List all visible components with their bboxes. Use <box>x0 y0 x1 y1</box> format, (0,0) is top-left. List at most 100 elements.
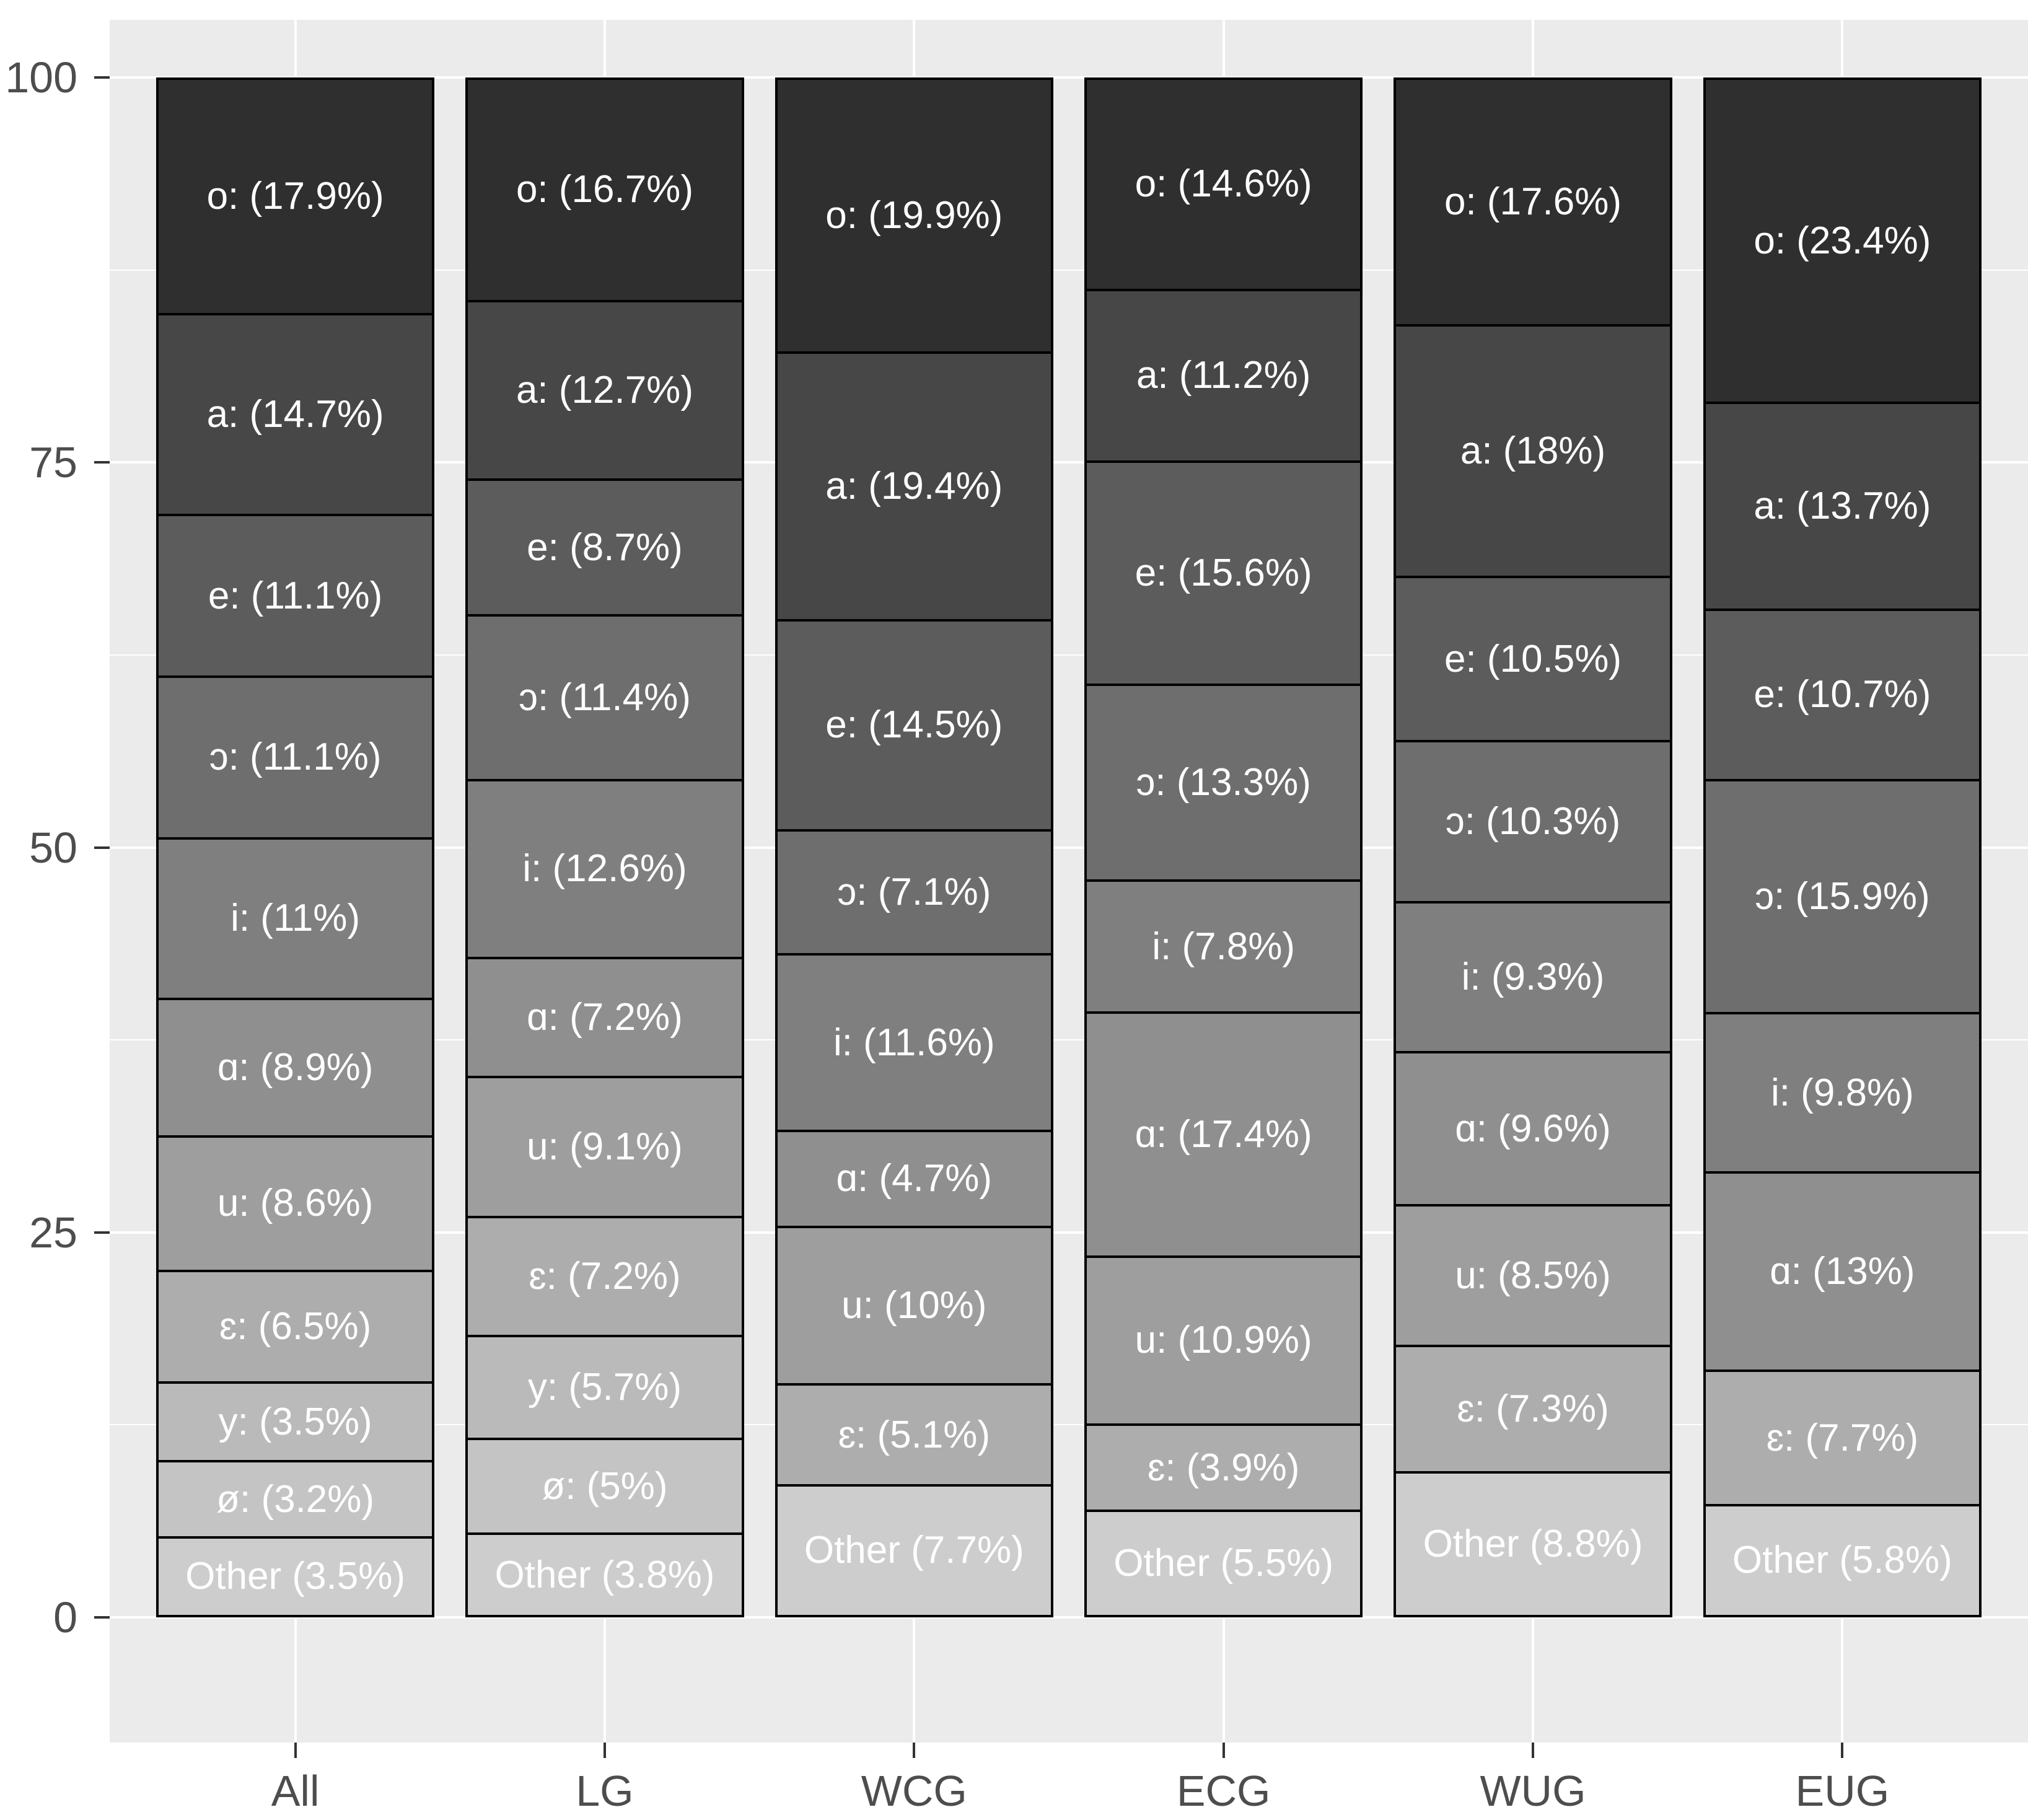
bar-segment: ɑ: (4.7%) <box>775 1130 1054 1228</box>
gridline-minor <box>110 1424 2028 1426</box>
bar-segment-label: ɔ: (11.4%) <box>518 675 691 719</box>
bar-segment: ɛ: (7.2%) <box>465 1215 744 1337</box>
bar-segment-label: ɑ: (7.2%) <box>527 995 683 1039</box>
bar-segment-label: a: (14.7%) <box>206 393 384 436</box>
bar-segment: u: (8.6%) <box>156 1135 435 1272</box>
y-axis-tick-mark <box>94 846 110 849</box>
bar-segment: e: (14.5%) <box>775 618 1054 832</box>
bar-segment: ɔ: (7.1%) <box>775 829 1054 956</box>
bar-segment: Other (3.5%) <box>156 1536 435 1617</box>
bar-segment-label: ɛ: (6.5%) <box>219 1304 372 1348</box>
bar-segment-label: Other (7.7%) <box>804 1529 1024 1572</box>
bar-segment-label: a: (18%) <box>1460 429 1606 473</box>
bar-segment-label: a: (12.7%) <box>516 369 693 412</box>
bar-segment: i: (11%) <box>156 837 435 1000</box>
bar-segment-label: ø: (5%) <box>542 1464 668 1508</box>
bar-segment-label: ɔ: (7.1%) <box>837 871 991 914</box>
gridline-minor <box>110 269 2028 271</box>
bar-segment: Other (8.8%) <box>1394 1471 1672 1617</box>
bar-segment-label: ɑ: (17.4%) <box>1135 1112 1312 1156</box>
bar-segment-label: ø: (3.2%) <box>216 1477 375 1521</box>
bar-segment-label: o: (19.9%) <box>825 193 1003 237</box>
bar-segment: ɛ: (6.5%) <box>156 1269 435 1384</box>
bar-segment: ɛ: (3.9%) <box>1084 1423 1363 1513</box>
bar-segment-label: e: (15.6%) <box>1135 551 1312 594</box>
bar-segment: Other (7.7%) <box>775 1484 1054 1617</box>
bar-segment: ɔ: (15.9%) <box>1703 778 1982 1015</box>
x-axis-tick-mark <box>1532 1743 1535 1758</box>
bar-segment: i: (7.8%) <box>1084 879 1363 1014</box>
bar-group-All: o: (17.9%) a: (14.7%) e: (11.1%) ɔ: (11.1%)… <box>156 77 435 1617</box>
bar-segment-label: e: (10.5%) <box>1444 637 1622 680</box>
bar-segment: ɑ: (9.6%) <box>1394 1051 1672 1207</box>
gridline-major <box>110 1616 2028 1619</box>
bar-segment-label: e: (14.5%) <box>825 703 1003 747</box>
bar-segment-label: o: (17.9%) <box>206 175 384 218</box>
gridline-major <box>110 461 2028 464</box>
bar-segment: i: (9.3%) <box>1394 901 1672 1053</box>
bar-segment-label: u: (10%) <box>841 1284 987 1327</box>
bar-segment: e: (8.7%) <box>465 478 744 617</box>
gridline-minor <box>110 1039 2028 1041</box>
bar-segment: a: (11.2%) <box>1084 288 1363 463</box>
y-axis-tick-label: 25 <box>29 1208 77 1257</box>
y-axis-tick-mark <box>94 461 110 464</box>
gridline-minor <box>110 654 2028 656</box>
plot-panel: o: (17.9%) a: (14.7%) e: (11.1%) ɔ: (11.1%)… <box>110 20 2028 1743</box>
bar-segment-label: y: (5.7%) <box>527 1365 682 1409</box>
bar-segment-label: u: (8.5%) <box>1455 1254 1611 1297</box>
gridline-major <box>110 1231 2028 1234</box>
gridline-major <box>110 76 2028 79</box>
bar-segment-label: i: (11%) <box>230 897 361 940</box>
bar-segment: a: (14.7%) <box>156 313 435 517</box>
bar-segment: o: (19.9%) <box>775 77 1054 354</box>
y-axis-tick-label: 75 <box>29 438 77 487</box>
bar-segment: y: (3.5%) <box>156 1381 435 1463</box>
x-axis-tick-mark <box>603 1743 606 1758</box>
bar-segment: o: (17.9%) <box>156 77 435 316</box>
bar-segment-label: y: (3.5%) <box>218 1400 372 1443</box>
bar-segment: y: (5.7%) <box>465 1334 744 1440</box>
y-axis-tick-mark <box>94 1616 110 1619</box>
bar-segment: e: (10.7%) <box>1703 608 1982 781</box>
bar-segment-label: e: (11.1%) <box>208 574 383 617</box>
bar-segment-label: Other (5.8%) <box>1732 1539 1952 1582</box>
x-axis-tick-label-ECG: ECG <box>1176 1767 1271 1815</box>
bar-segment: ɔ: (11.4%) <box>465 613 744 781</box>
bar-segment: u: (10%) <box>775 1225 1054 1386</box>
bar-segment-label: u: (8.6%) <box>217 1182 374 1225</box>
bar-segment: u: (10.9%) <box>1084 1255 1363 1426</box>
bar-group-LG: o: (16.7%) a: (12.7%) e: (8.7%) ɔ: (11.4%) i… <box>465 77 744 1617</box>
bar-segment: a: (12.7%) <box>465 299 744 481</box>
bar-segment: ɔ: (13.3%) <box>1084 683 1363 882</box>
bar-group-WUG: o: (17.6%) a: (18%) e: (10.5%) ɔ: (10.3%) i:… <box>1394 77 1672 1617</box>
bar-segment-label: e: (10.7%) <box>1754 673 1931 716</box>
bar-segment-label: ɛ: (7.2%) <box>529 1254 681 1298</box>
bar-segment: ɑ: (8.9%) <box>156 997 435 1138</box>
bar-segment: e: (11.1%) <box>156 514 435 678</box>
bar-segment: e: (15.6%) <box>1084 460 1363 686</box>
bar-segment-label: o: (14.6%) <box>1135 162 1312 206</box>
bar-segment: o: (17.6%) <box>1394 77 1672 327</box>
bar-segment: ø: (3.2%) <box>156 1460 435 1539</box>
x-axis-tick-mark <box>294 1743 297 1758</box>
bar-segment: i: (9.8%) <box>1703 1012 1982 1174</box>
bar-group-EUG: o: (23.4%) a: (13.7%) e: (10.7%) ɔ: (15.9%)… <box>1703 77 1982 1617</box>
x-axis-tick-label-All: All <box>271 1767 320 1815</box>
x-axis-tick-mark <box>1222 1743 1225 1758</box>
bar-segment: ɔ: (10.3%) <box>1394 739 1672 904</box>
bar-segment-label: ɔ: (13.3%) <box>1136 760 1311 804</box>
bar-segment-label: Other (8.8%) <box>1423 1522 1643 1565</box>
bar-segment: ɛ: (7.3%) <box>1394 1344 1672 1474</box>
bar-segment: Other (5.8%) <box>1703 1503 1982 1617</box>
bar-group-ECG: o: (14.6%) a: (11.2%) e: (15.6%) ɔ: (13.3%)… <box>1084 77 1363 1617</box>
bar-group-WCG: o: (19.9%) a: (19.4%) e: (14.5%) ɔ: (7.1%) i… <box>775 77 1054 1617</box>
bar-segment-label: o: (23.4%) <box>1754 219 1931 262</box>
y-axis-tick-label: 0 <box>53 1593 77 1642</box>
bar-segment-label: ɛ: (7.3%) <box>1457 1387 1609 1430</box>
bar-segment: a: (18%) <box>1394 324 1672 579</box>
bar-segment-label: i: (12.6%) <box>522 847 687 890</box>
bar-segment-label: ɛ: (7.7%) <box>1766 1416 1919 1459</box>
bar-segment-label: i: (9.8%) <box>1770 1071 1914 1114</box>
